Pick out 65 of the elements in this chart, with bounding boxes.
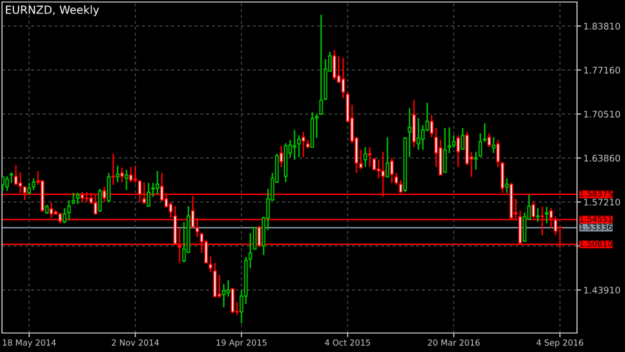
candlestick xyxy=(364,146,368,168)
candlestick xyxy=(222,283,226,308)
candlestick xyxy=(67,199,71,221)
candlestick xyxy=(120,166,124,183)
candlestick xyxy=(544,206,548,224)
y-tick-label: 1.43910 xyxy=(584,286,620,294)
candlestick xyxy=(45,204,49,215)
candlestick xyxy=(124,168,128,191)
candlestick xyxy=(416,117,420,150)
candlestick xyxy=(505,178,509,194)
chart-title: EURNZD, Weekly xyxy=(6,5,100,16)
candlestick xyxy=(390,157,394,184)
candlestick xyxy=(536,207,540,223)
candlestick xyxy=(292,129,296,160)
y-tick-label: 1.77160 xyxy=(584,66,620,74)
candlestick xyxy=(460,127,464,150)
x-tick-label: 20 Mar 2016 xyxy=(428,339,480,346)
ref-line-label: 1.53336 xyxy=(580,224,612,230)
candlestick xyxy=(14,164,18,186)
candlestick xyxy=(386,136,390,178)
ref-line-label: 1.54551 xyxy=(580,216,612,222)
y-tick-label: 1.83810 xyxy=(584,22,620,30)
x-tick-label: 2 Nov 2014 xyxy=(112,339,159,346)
candlestick xyxy=(302,131,306,158)
x-tick-label: 19 Apr 2015 xyxy=(216,339,267,348)
candlestick xyxy=(394,172,398,186)
x-tick-label: 4 Sep 2016 xyxy=(536,339,584,348)
candlestick xyxy=(341,57,346,99)
candlestick xyxy=(279,145,284,168)
y-tick-label: 1.63860 xyxy=(584,154,620,162)
ref-line-label: 1.58375 xyxy=(580,190,612,197)
candlestick xyxy=(226,279,230,298)
candlestick xyxy=(32,178,36,191)
candlestick xyxy=(443,127,447,174)
candlestick xyxy=(248,232,252,269)
candlestick xyxy=(72,192,76,205)
candlestick xyxy=(492,136,496,154)
candlestick xyxy=(452,134,456,149)
candlestick xyxy=(98,188,102,213)
candlestick xyxy=(482,122,487,143)
candlestick xyxy=(62,207,66,224)
candlestick xyxy=(368,146,372,168)
x-tick-label: 18 May 2014 xyxy=(2,339,56,348)
y-tick-label: 1.70510 xyxy=(584,110,620,118)
candlestick xyxy=(332,49,336,80)
candlestick xyxy=(129,166,133,183)
candlestick xyxy=(106,172,111,203)
candlestick xyxy=(116,164,120,183)
ref-line-label: 1.50810 xyxy=(580,240,612,247)
candlestick xyxy=(208,256,212,273)
candlestick xyxy=(297,134,301,158)
candlestick xyxy=(408,107,412,158)
candlestick xyxy=(252,227,257,250)
x-tick-label: 4 Oct 2015 xyxy=(324,339,370,346)
candlestick xyxy=(111,153,116,186)
candlestick xyxy=(27,182,31,195)
candlestick xyxy=(456,134,460,168)
y-tick-label: 1.57210 xyxy=(584,198,620,206)
candlestick xyxy=(487,132,491,148)
candlestick xyxy=(474,151,478,170)
candlestick xyxy=(430,114,434,138)
candlestick xyxy=(5,176,9,192)
candlestick xyxy=(10,172,14,184)
candlestick xyxy=(478,132,482,158)
candlestick xyxy=(76,192,80,205)
